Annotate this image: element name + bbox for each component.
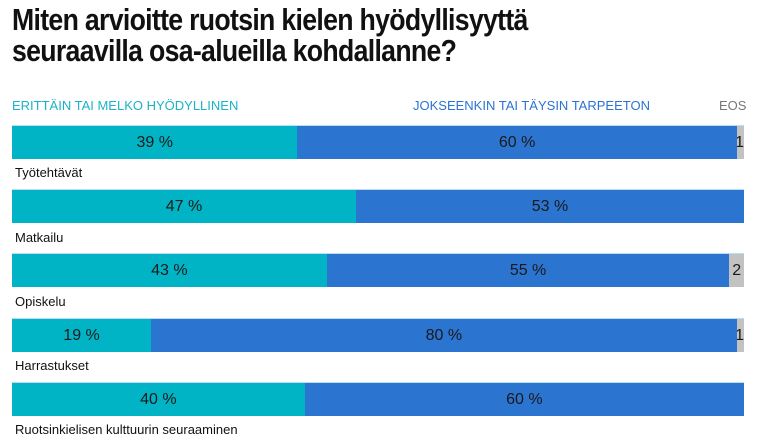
bar-segment-useless: 53 %	[356, 190, 744, 223]
bar-segment-eos: 1	[736, 126, 744, 159]
legend-useful: ERITTÄIN TAI MELKO HYÖDYLLINEN	[12, 98, 239, 113]
bar-segment-useless: 80 %	[151, 319, 737, 352]
chart-title-line-1: Miten arvioitte ruotsin kielen hyödyllis…	[12, 2, 528, 37]
legend-useless: JOKSEENKIN TAI TÄYSIN TARPEETON	[413, 98, 650, 113]
bar-segment-useful: 43 %	[12, 254, 327, 287]
row-label-ruotsinkielinen-kulttuuri: Ruotsinkielisen kulttuurin seuraaminen	[15, 422, 238, 437]
bar-segment-useful: 19 %	[12, 319, 152, 352]
bar-row-harrastukset: 40 % 60 %	[12, 382, 744, 416]
bar-segment-eos: 1	[736, 319, 744, 352]
bar-row-opiskelu: 19 % 80 % 1	[12, 318, 744, 352]
row-label-opiskelu: Opiskelu	[15, 294, 66, 309]
row-label-tyotehtavat: Työtehtävät	[15, 165, 83, 180]
bar-segment-eos: 2	[729, 254, 744, 287]
bar-segment-useless: 60 %	[304, 383, 744, 416]
legend-eos: EOS	[719, 98, 747, 113]
row-label-matkailu: Matkailu	[15, 230, 64, 245]
bar-segment-useless: 55 %	[326, 254, 730, 287]
chart-title: Miten arvioitte ruotsin kielen hyödyllis…	[12, 4, 648, 66]
bar-segment-useful: 40 %	[12, 383, 305, 416]
bar-segment-useful: 47 %	[12, 190, 357, 223]
bar-row-tyotehtavat: 47 % 53 %	[12, 189, 744, 223]
bar-segment-useful: 39 %	[12, 126, 298, 159]
bar-row-matkailu: 43 % 55 % 2	[12, 253, 744, 287]
row-label-harrastukset: Harrastukset	[15, 358, 89, 373]
chart-title-line-2: seuraavilla osa-alueilla kohdallanne?	[12, 33, 457, 68]
bar-row-0: 39 % 60 % 1	[12, 125, 744, 159]
bar-segment-useless: 60 %	[297, 126, 737, 159]
